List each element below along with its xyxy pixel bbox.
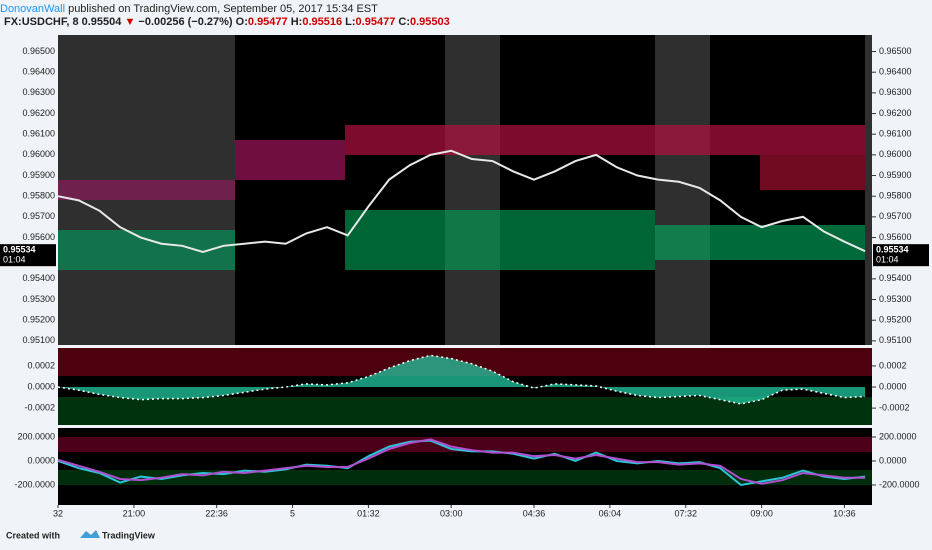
y-tick-label-left: 0.96400 (22, 67, 55, 77)
y-tick-label-left: 0.0000 (27, 455, 55, 465)
y-tick-label: 0.95900 (879, 170, 912, 180)
x-tick-label: 01:32 (357, 508, 380, 518)
countdown: 01:04 (876, 255, 899, 265)
x-tick-label: 22:36 (205, 508, 228, 518)
last: 0.95504 (82, 16, 123, 28)
countdown: 01:04 (3, 255, 26, 265)
y-tick-label: 200.0000 (879, 431, 917, 441)
y-tick-label: 0.96200 (879, 108, 912, 118)
x-tick-label: 06:04 (599, 508, 622, 518)
y-tick-label-left: 0.0002 (27, 360, 55, 370)
y-tick-label: 0.95600 (879, 232, 912, 242)
x-tick-label: 07:32 (674, 508, 697, 518)
y-tick-label: 0.95100 (879, 335, 912, 345)
o: 0.95477 (248, 16, 288, 28)
x-tick-label: 32 (53, 508, 63, 518)
y-tick-label-left: 0.95800 (22, 191, 55, 201)
y-tick-label-left: 0.95400 (22, 273, 55, 283)
y-tick-label-left: -0.0002 (24, 402, 55, 412)
footer-brand[interactable]: TradingView (102, 530, 156, 540)
y-tick-label: 0.95200 (879, 315, 912, 325)
y-tick-label-left: 0.96500 (22, 46, 55, 56)
y-tick-label: 0.95300 (879, 294, 912, 304)
y-tick-label: 0.96500 (879, 46, 912, 56)
ohlc-line: FX:USDCHF, 8 0.95504 ▼ −0.00256 (−0.27%)… (4, 16, 450, 28)
h-label: H: (291, 16, 303, 28)
y-tick-label: 0.95700 (879, 211, 912, 221)
oscillator-area (58, 355, 866, 404)
y-tick-label: 0.0002 (879, 360, 907, 370)
symbol: FX:USDCHF, 8 (4, 16, 79, 28)
y-tick-label-left: 0.95700 (22, 211, 55, 221)
y-tick-label-left: 0.95200 (22, 315, 55, 325)
y-tick-label-left: 0.95600 (22, 232, 55, 242)
y-tick-label-left: 0.95100 (22, 335, 55, 345)
series-line (57, 438, 866, 485)
header-line: DonovanWall published on TradingView.com… (0, 3, 378, 15)
price-tag-label: 0.95534 (876, 245, 909, 255)
footer-created: Created with (6, 530, 60, 540)
y-tick-label-left: 0.96200 (22, 108, 55, 118)
c-label: C: (398, 16, 410, 28)
c: 0.95503 (410, 16, 450, 28)
price-tag (0, 244, 56, 267)
y-tick-label-left: 0.0000 (27, 381, 55, 391)
y-tick-label-left: 200.0000 (17, 431, 55, 441)
x-tick-label: 5 (290, 508, 295, 518)
author[interactable]: DonovanWall (0, 3, 65, 15)
y-tick-label: -200.0000 (879, 479, 920, 489)
y-tick-label-left: 0.95300 (22, 294, 55, 304)
y-tick-label: 0.0000 (879, 381, 907, 391)
arrow: ▼ (124, 16, 135, 28)
panel-divider (58, 425, 872, 428)
y-tick-label: 0.96400 (879, 67, 912, 77)
series-line (57, 149, 866, 254)
bands (58, 125, 872, 485)
y-tick-label: 0.96100 (879, 129, 912, 139)
y-tick-label-left: 0.96000 (22, 149, 55, 159)
published: published on TradingView.com, September … (65, 3, 378, 15)
y-tick-label-left: 0.96100 (22, 129, 55, 139)
y-tick-label: 0.96300 (879, 87, 912, 97)
x-tick-label: 04:36 (523, 508, 546, 518)
y-tick-label-left: -200.0000 (14, 479, 55, 489)
y-tick-label-left: 0.96300 (22, 87, 55, 97)
o-label: O: (236, 16, 248, 28)
price-tag (873, 244, 929, 267)
change: −0.00256 (−0.27%) (138, 16, 233, 28)
y-tick-label: 0.95400 (879, 273, 912, 283)
y-tick-label: 0.95800 (879, 191, 912, 201)
y-tick-label: 0.0000 (879, 455, 907, 465)
price-tag-label: 0.95534 (3, 245, 36, 255)
y-tick-label: -0.0002 (879, 402, 910, 412)
oscillator-line (57, 354, 866, 405)
l-label: L: (345, 16, 355, 28)
h: 0.95516 (302, 16, 342, 28)
x-tick-label: 03:00 (440, 508, 463, 518)
x-tick-label: 10:36 (833, 508, 856, 518)
y-tick-label-left: 0.95900 (22, 170, 55, 180)
logo (80, 530, 100, 538)
x-tick-label: 21:00 (123, 508, 146, 518)
x-tick-label: 09:00 (750, 508, 773, 518)
y-tick-label: 0.96000 (879, 149, 912, 159)
panel-divider (58, 345, 872, 348)
l: 0.95477 (356, 16, 396, 28)
